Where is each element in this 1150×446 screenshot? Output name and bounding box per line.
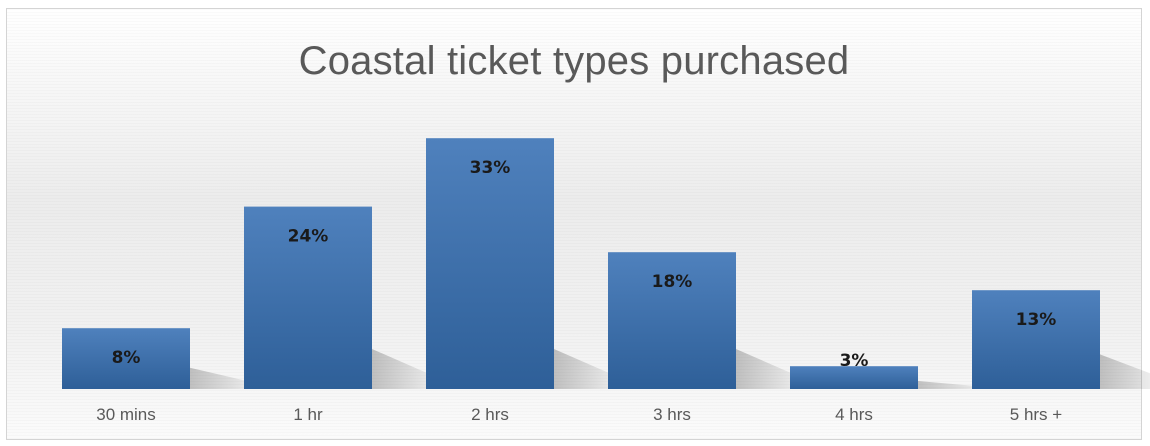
bar-3-hrs (608, 252, 736, 389)
x-tick-label: 30 mins (96, 405, 156, 424)
data-label: 33% (470, 158, 511, 178)
data-label: 13% (1016, 310, 1057, 330)
bar-shadow (1100, 354, 1150, 389)
x-tick-label: 4 hrs (835, 405, 873, 424)
bar-5-hrs (972, 290, 1100, 389)
bar-1-hr (244, 206, 372, 389)
bar-2-hrs (426, 138, 554, 389)
chart-title: Coastal ticket types purchased (298, 39, 850, 83)
x-tick-label: 5 hrs + (1010, 405, 1063, 424)
x-tick-label: 2 hrs (471, 405, 509, 424)
data-label: 18% (652, 272, 693, 292)
bar-30-mins (62, 328, 190, 389)
x-tick-label: 3 hrs (653, 405, 691, 424)
bar-4-hrs (790, 366, 918, 389)
data-label: 24% (288, 227, 329, 247)
data-label: 8% (112, 348, 141, 368)
data-label: 3% (840, 351, 869, 371)
x-tick-label: 1 hr (293, 405, 323, 424)
